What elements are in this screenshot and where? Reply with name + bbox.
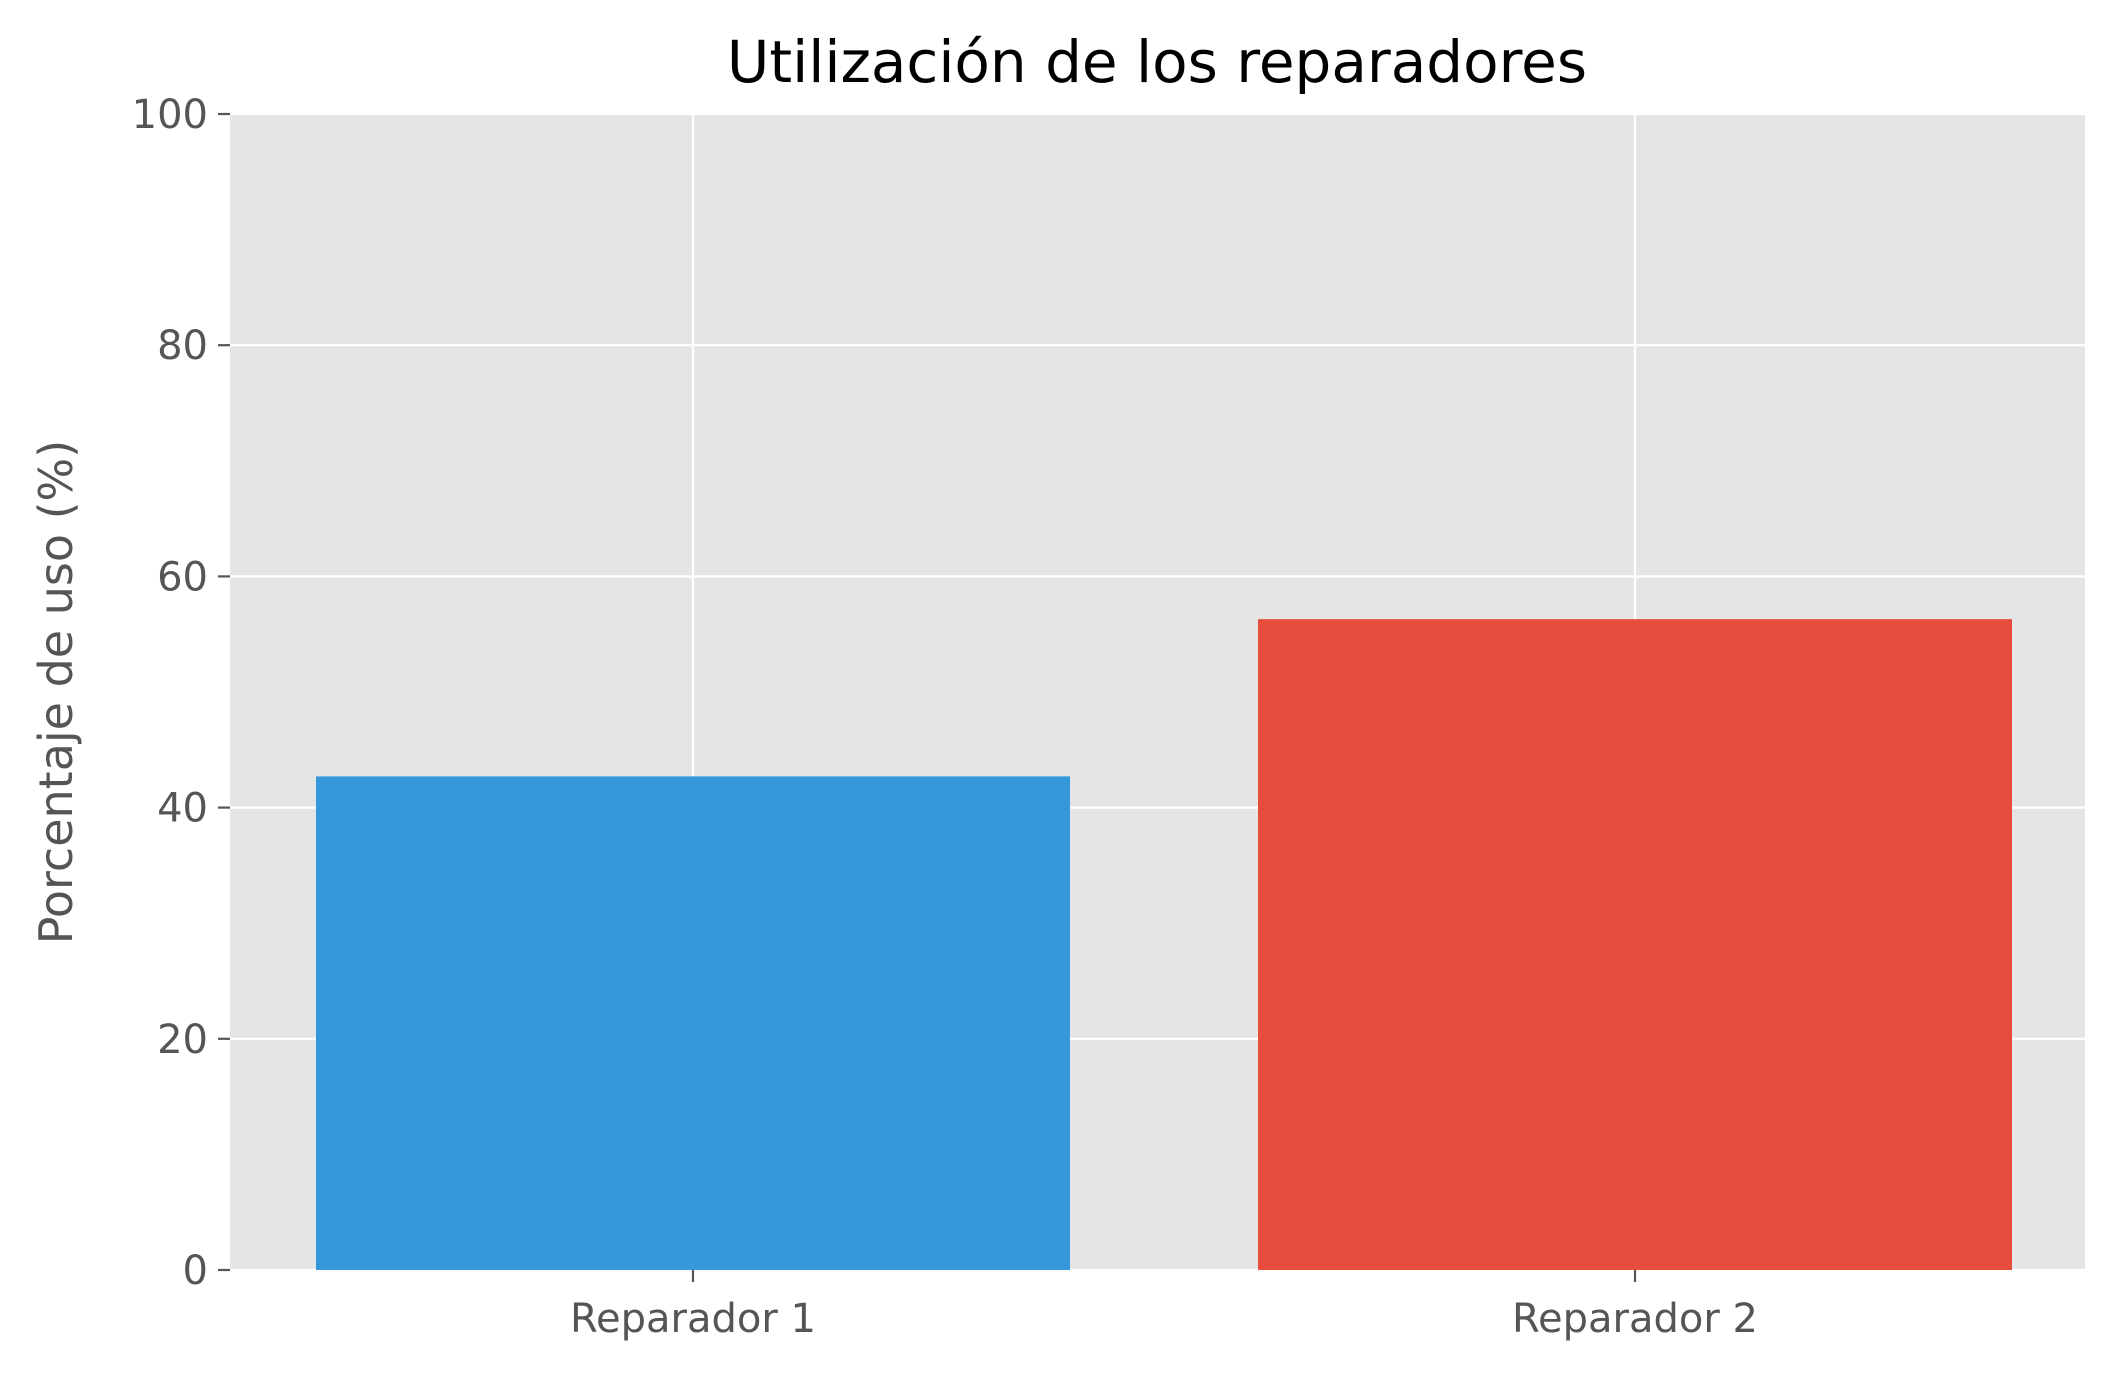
x-tick-label: Reparador 1 [570, 1296, 816, 1342]
bar-1 [316, 776, 1070, 1270]
x-tick-label: Reparador 2 [1512, 1296, 1758, 1342]
chart-title: Utilización de los reparadores [727, 28, 1587, 96]
y-tick-label: 100 [132, 92, 208, 138]
y-tick-label: 40 [157, 786, 208, 832]
y-axis-ticks: 0 20 40 60 80 100 [132, 92, 230, 1294]
y-tick-label: 0 [183, 1248, 208, 1294]
y-tick-label: 20 [157, 1017, 208, 1063]
x-axis-ticks: Reparador 1 Reparador 2 [570, 1270, 1758, 1342]
y-axis-label: Porcentaje de uso (%) [29, 440, 83, 944]
y-tick-label: 80 [157, 323, 208, 369]
bars [316, 619, 2012, 1270]
bar-2 [1258, 619, 2012, 1270]
y-tick-label: 60 [157, 554, 208, 600]
